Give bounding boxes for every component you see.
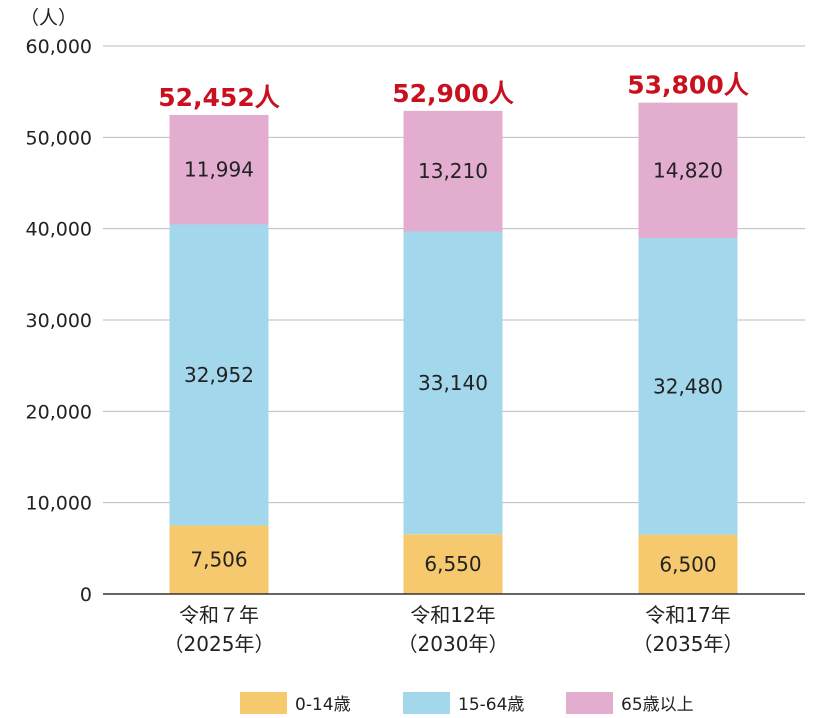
y-axis-unit-label: （人） <box>20 7 77 29</box>
x-axis-categories: 令和７年 （2025年） 令和12年 （2030年） 令和17年 （2035年） <box>164 603 744 656</box>
segment-value-label: 33,140 <box>418 371 488 395</box>
category-label-year: （2030年） <box>398 632 509 656</box>
y-tick-label: 60,000 <box>26 36 92 58</box>
segment-value-label: 6,500 <box>659 552 716 576</box>
legend-item: 0-14歳 <box>240 692 351 715</box>
bar-stack: 7,506 32,952 11,994 52,452人 <box>158 83 280 594</box>
legend-label: 15-64歳 <box>458 695 524 715</box>
bar-segment <box>638 237 738 535</box>
legend-swatch <box>403 692 450 714</box>
segment-value-label: 6,550 <box>424 552 481 576</box>
category-label-era: 令和12年 <box>410 603 495 627</box>
bars: 7,506 32,952 11,994 52,452人 6,550 33,140 13,21… <box>158 71 749 594</box>
y-tick-label: 20,000 <box>26 401 92 423</box>
y-tick-label: 50,000 <box>26 127 92 149</box>
bar-segment <box>638 102 738 238</box>
legend-item: 65歳以上 <box>566 692 694 715</box>
legend-label: 0-14歳 <box>295 695 351 715</box>
segment-value-label: 32,952 <box>184 363 254 387</box>
bar-segment <box>169 525 269 594</box>
y-tick-label: 10,000 <box>26 493 92 515</box>
total-value-label: 52,452人 <box>158 83 279 112</box>
segment-value-label: 14,820 <box>653 158 723 182</box>
legend-swatch <box>240 692 287 714</box>
legend: 0-14歳 15-64歳 65歳以上 <box>240 692 694 715</box>
bar-segment <box>638 534 738 594</box>
segment-value-label: 32,480 <box>653 374 723 398</box>
segment-value-label: 11,994 <box>184 158 254 182</box>
segment-value-label: 7,506 <box>190 548 247 572</box>
segment-value-label: 13,210 <box>418 159 488 183</box>
bar-segment <box>403 231 503 535</box>
y-tick-label: 40,000 <box>26 219 92 241</box>
category-label-year: （2025年） <box>164 632 275 656</box>
legend-label: 65歳以上 <box>621 695 694 715</box>
category-label-year: （2035年） <box>633 632 744 656</box>
bar-stack: 6,500 32,480 14,820 53,800人 <box>627 71 749 594</box>
bar-segment <box>403 534 503 594</box>
bar-stack: 6,550 33,140 13,210 52,900人 <box>392 79 514 594</box>
bar-segment <box>169 114 269 225</box>
y-tick-label: 0 <box>80 584 92 606</box>
legend-swatch <box>566 692 613 714</box>
legend-item: 15-64歳 <box>403 692 524 715</box>
bar-segment <box>403 110 503 232</box>
total-value-label: 52,900人 <box>392 79 513 108</box>
bar-segment <box>169 224 269 526</box>
category-label-era: 令和17年 <box>645 603 730 627</box>
y-axis-ticks: 0 10,000 20,000 30,000 40,000 50,000 60,000 <box>26 36 92 606</box>
total-value-label: 53,800人 <box>627 71 748 100</box>
category-label-era: 令和７年 <box>179 603 259 627</box>
y-tick-label: 30,000 <box>26 310 92 332</box>
